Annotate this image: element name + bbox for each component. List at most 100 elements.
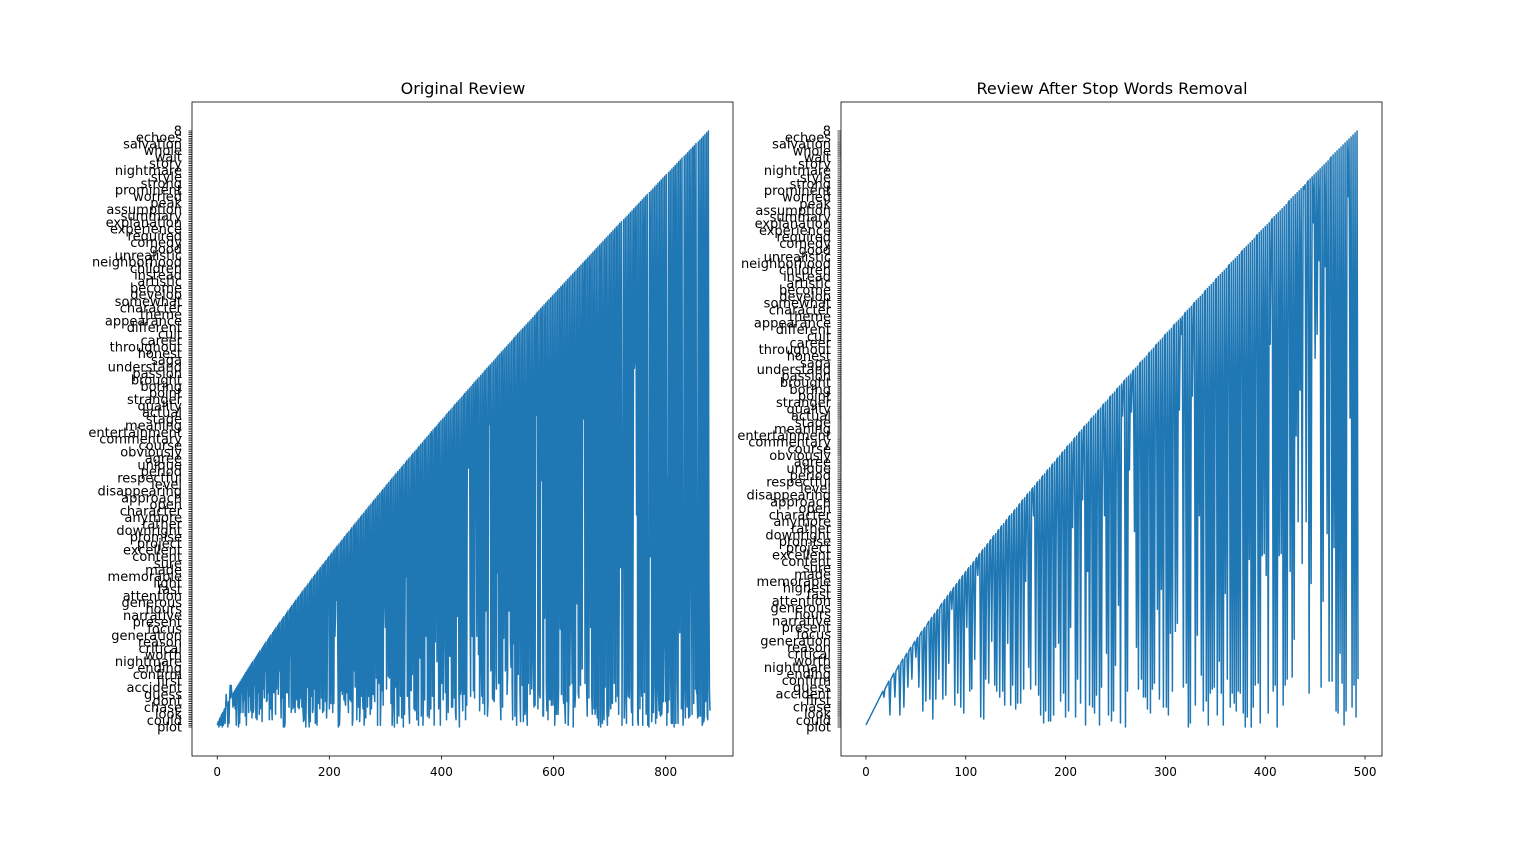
x-tick-label: 500 — [1354, 765, 1377, 779]
x-tick-label: 0 — [862, 765, 870, 779]
y-tick-label: commentary — [748, 436, 831, 451]
plot-area-stop-words-removed: plotcouldlookchasefirstaccidentguessconf… — [737, 101, 1383, 779]
y-tick-label: saga — [800, 356, 831, 371]
y-tick-label: character — [120, 504, 183, 519]
y-tick-label: made — [145, 563, 182, 578]
y-tick-label: character — [769, 303, 832, 318]
axes-frame — [840, 101, 1383, 757]
y-tick-label: hours — [145, 603, 182, 618]
y-tick-label: quality — [138, 400, 183, 415]
y-tick-label: excellent — [123, 544, 182, 559]
y-tick-label: focus — [147, 622, 182, 637]
y-tick-label: actual — [791, 409, 831, 424]
y-tick-label: wait — [155, 151, 182, 166]
y-tick-label: present — [133, 616, 182, 631]
y-tick-label: career — [140, 334, 182, 349]
y-tick-label: worth — [794, 654, 831, 669]
y-tick-label: critical — [138, 642, 182, 657]
y-tick-label: peak — [799, 197, 831, 212]
y-tick-label: generous — [770, 601, 831, 616]
y-tick-label: guess — [793, 681, 831, 696]
y-tick-label: unrealistic — [115, 249, 182, 264]
y-tick-label: first — [806, 694, 831, 709]
y-tick-label: nightmare — [115, 655, 182, 670]
y-tick-label: passion — [132, 367, 182, 382]
y-axis-ticks — [188, 130, 192, 728]
y-tick-label: character — [769, 509, 832, 524]
x-tick-label: 200 — [1054, 765, 1077, 779]
y-tick-label: course — [139, 439, 182, 454]
y-tick-label: career — [789, 336, 831, 351]
y-tick-label: confirm — [782, 674, 831, 689]
y-tick-label: rather — [791, 522, 832, 537]
chart-review-after-stop-words-removal: Review After Stop Words Removal plotcoul… — [737, 79, 1383, 779]
y-tick-label: point — [798, 389, 831, 404]
y-tick-label: honest — [138, 347, 182, 362]
y-tick-label: peak — [150, 197, 182, 212]
y-tick-label: made — [794, 568, 831, 583]
y-tick-label: downright — [765, 529, 831, 544]
chart-title-stop-words-removed: Review After Stop Words Removal — [976, 79, 1247, 98]
y-tick-label: somewhat — [115, 295, 182, 310]
y-tick-label: narrative — [123, 609, 182, 624]
y-tick-label: generous — [121, 596, 182, 611]
y-tick-label: somewhat — [764, 297, 831, 312]
y-tick-label: appearance — [105, 314, 182, 329]
y-tick-label: open — [799, 502, 831, 517]
y-tick-label: level — [151, 478, 182, 493]
series-line — [216, 130, 711, 728]
y-tick-label: project — [786, 542, 831, 557]
y-tick-label: respectful — [117, 472, 182, 487]
y-tick-label: neighborhood — [741, 257, 831, 272]
y-tick-label: approach — [770, 495, 831, 510]
y-tick-label: wait — [804, 151, 831, 166]
y-tick-label: open — [150, 498, 182, 513]
y-tick-label: instead — [783, 270, 831, 285]
y-tick-label: actual — [142, 406, 182, 421]
y-tick-label: stranger — [776, 396, 832, 411]
y-tick-label: entertainment — [737, 429, 831, 444]
y-tick-label: memorable — [108, 570, 182, 585]
y-tick-label: throughout — [110, 341, 182, 356]
y-tick-label: throughout — [759, 343, 831, 358]
y-tick-label: unique — [786, 462, 831, 477]
y-tick-label: period — [790, 469, 831, 484]
y-tick-label: worried — [782, 191, 831, 206]
y-tick-label: different — [127, 321, 182, 336]
y-tick-label: commentary — [99, 432, 182, 447]
y-tick-label: agree — [145, 452, 182, 467]
y-tick-label: reason — [787, 641, 831, 656]
y-tick-label: disappearing — [746, 489, 831, 504]
y-tick-label: honest — [787, 350, 831, 365]
y-tick-label: become — [779, 283, 831, 298]
y-tick-label: period — [141, 465, 182, 480]
y-tick-label: generation — [111, 629, 182, 644]
chart-original-review: Original Review plotcouldlookchasedontgu… — [88, 79, 734, 779]
y-tick-label: rather — [142, 518, 183, 533]
y-tick-label: experience — [110, 223, 182, 238]
y-tick-label: cult — [807, 330, 831, 345]
x-tick-label: 0 — [213, 765, 221, 779]
y-tick-label: ending — [786, 668, 831, 683]
y-tick-label: strong — [790, 178, 831, 193]
y-tick-label: assumption — [106, 203, 182, 218]
y-tick-label: obviously — [120, 445, 182, 460]
y-tick-label: could — [147, 714, 182, 729]
y-tick-label: assumption — [755, 204, 831, 219]
y-tick-label: worth — [145, 649, 182, 664]
y-tick-label: anymore — [773, 515, 831, 530]
y-tick-label: artistic — [786, 277, 831, 292]
y-tick-label: attention — [772, 595, 831, 610]
y-tick-label: highest — [783, 581, 831, 596]
y-tick-label: brought — [131, 373, 182, 388]
y-tick-label: generation — [760, 634, 831, 649]
y-tick-label: children — [130, 262, 182, 277]
y-tick-label: develop — [130, 288, 182, 303]
y-tick-label: passion — [781, 370, 831, 385]
y-tick-label: artistic — [137, 275, 182, 290]
y-tick-label: nightmare — [764, 661, 831, 676]
y-tick-label: cult — [158, 328, 182, 343]
y-tick-label: prominent — [764, 184, 831, 199]
x-tick-label: 400 — [430, 765, 453, 779]
